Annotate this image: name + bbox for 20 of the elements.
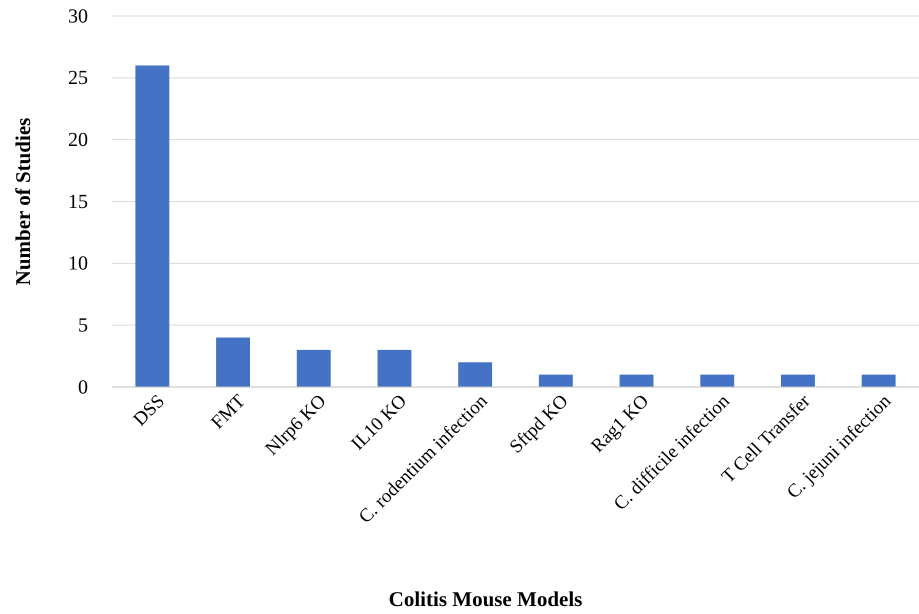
bar [781, 374, 815, 387]
bar [538, 374, 573, 387]
bar [862, 374, 896, 387]
bar [135, 65, 170, 387]
y-tick-label: 30 [68, 5, 88, 28]
y-tick-label: 15 [68, 190, 88, 213]
bar [700, 374, 734, 387]
bar [216, 338, 250, 387]
y-tick-label: 25 [68, 67, 88, 90]
y-tick-label: 5 [78, 314, 88, 337]
bar [620, 374, 654, 387]
bar [458, 362, 492, 387]
y-tick-label: 10 [68, 252, 88, 275]
bar [378, 350, 412, 387]
bar [296, 350, 331, 387]
x-tick-label: DSS [129, 390, 169, 430]
x-axis-title: Colitis Mouse Models [388, 587, 582, 611]
y-axis-title: Number of Studies [11, 118, 35, 286]
y-tick-label: 20 [68, 129, 88, 152]
y-tick-label: 0 [78, 376, 88, 398]
